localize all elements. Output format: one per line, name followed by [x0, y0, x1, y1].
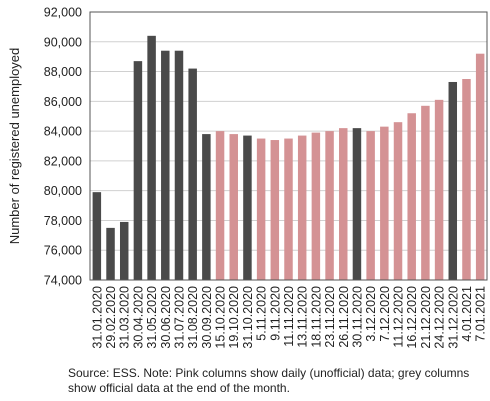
bar-daily — [270, 140, 280, 280]
y-tick-label: 90,000 — [44, 35, 82, 49]
x-tick-label: 7.12.2020 — [378, 286, 392, 342]
bar-daily — [229, 134, 238, 280]
x-tick-label: 23.11.2020 — [323, 286, 337, 348]
bar-official — [161, 50, 170, 280]
bar-official — [243, 135, 252, 280]
bar-daily — [311, 132, 321, 280]
x-tick-label: 16.12.2020 — [405, 286, 419, 349]
bar-daily — [256, 138, 266, 280]
x-tick-label: 30.06.2020 — [159, 286, 173, 349]
x-tick-label: 29.02.2020 — [104, 286, 118, 349]
chart-caption: Source: ESS. Note: Pink columns show dai… — [68, 366, 470, 395]
bar-daily — [366, 131, 375, 280]
bar-official — [92, 192, 102, 280]
bar-chart: 74,000 76,000 78,000 80,000 82,000 84,000 86,0… — [7, 6, 488, 349]
x-tick-label: 31.03.2020 — [118, 286, 132, 349]
bar-daily — [462, 79, 471, 280]
x-tick-label: 31.12.2020 — [446, 286, 460, 349]
bar-official — [174, 50, 184, 280]
x-tick-label: 19.10.2020 — [227, 286, 241, 349]
bar-daily — [284, 138, 293, 280]
bars — [92, 35, 485, 281]
bar-daily — [475, 53, 485, 280]
bar-official — [147, 35, 156, 281]
x-tick-label: 5.11.2020 — [255, 286, 269, 341]
bar-official — [188, 68, 197, 280]
x-tick-label: 30.04.2020 — [131, 286, 145, 349]
y-tick-label: 80,000 — [44, 184, 82, 198]
bar-daily — [393, 122, 403, 280]
y-tick-label: 74,000 — [44, 274, 82, 288]
y-tick-label: 78,000 — [44, 214, 82, 228]
bar-official — [106, 227, 115, 280]
x-tick-label: 13.11.2020 — [296, 286, 310, 348]
x-tick-label: 21.12.2020 — [419, 286, 433, 349]
x-tick-label: 11.12.2020 — [392, 286, 406, 348]
x-tick-label: 11.11.2020 — [282, 286, 296, 347]
bar-daily — [434, 99, 444, 280]
y-tick-label: 92,000 — [44, 6, 82, 20]
x-tick-label: 30.11.2020 — [350, 286, 364, 348]
x-tick-label: 31.01.2020 — [90, 286, 104, 349]
y-tick-label: 82,000 — [44, 154, 82, 168]
x-tick-label: 26.11.2020 — [337, 286, 351, 348]
plot-frame — [89, 11, 488, 281]
y-tick-label: 84,000 — [44, 125, 82, 139]
bar-official — [352, 128, 362, 280]
x-tick-label: 4.01.2021 — [460, 286, 474, 342]
x-tick-label: 31.07.2020 — [172, 286, 186, 349]
bar-official — [202, 134, 211, 280]
x-tick-label: 9.11.2020 — [268, 286, 282, 341]
x-tick-label: 31.05.2020 — [145, 286, 159, 349]
bar-official — [133, 61, 143, 281]
bar-daily — [380, 126, 389, 281]
y-tick-labels: 74,000 76,000 78,000 80,000 82,000 84,000 86,0… — [44, 6, 82, 288]
bar-daily — [407, 113, 416, 280]
x-tick-label: 18.11.2020 — [309, 286, 323, 348]
bar-daily — [421, 105, 430, 280]
bar-daily — [325, 131, 334, 280]
x-tick-label: 15.10.2020 — [214, 286, 228, 349]
y-tick-label: 86,000 — [44, 95, 82, 109]
y-tick-label: 88,000 — [44, 65, 82, 79]
bar-official — [119, 221, 129, 280]
x-tick-label: 24.12.2020 — [433, 286, 447, 349]
x-tick-label: 3.12.2020 — [364, 286, 378, 342]
x-tick-label: 31.08.2020 — [186, 286, 200, 349]
bar-official — [448, 81, 458, 280]
bar-daily — [297, 135, 307, 280]
bar-daily — [339, 128, 348, 280]
x-tick-label: 7.01.2021 — [474, 286, 488, 342]
y-axis-label: Number of registered unemployed — [7, 48, 22, 245]
x-tick-label: 31.10.2020 — [241, 286, 255, 349]
bar-daily — [215, 131, 225, 280]
y-tick-label: 76,000 — [44, 244, 82, 258]
x-tick-label: 30.09.2020 — [200, 286, 214, 349]
x-tick-labels: 31.01.2020 29.02.2020 31.03.2020 30.04.2020… — [90, 286, 487, 349]
